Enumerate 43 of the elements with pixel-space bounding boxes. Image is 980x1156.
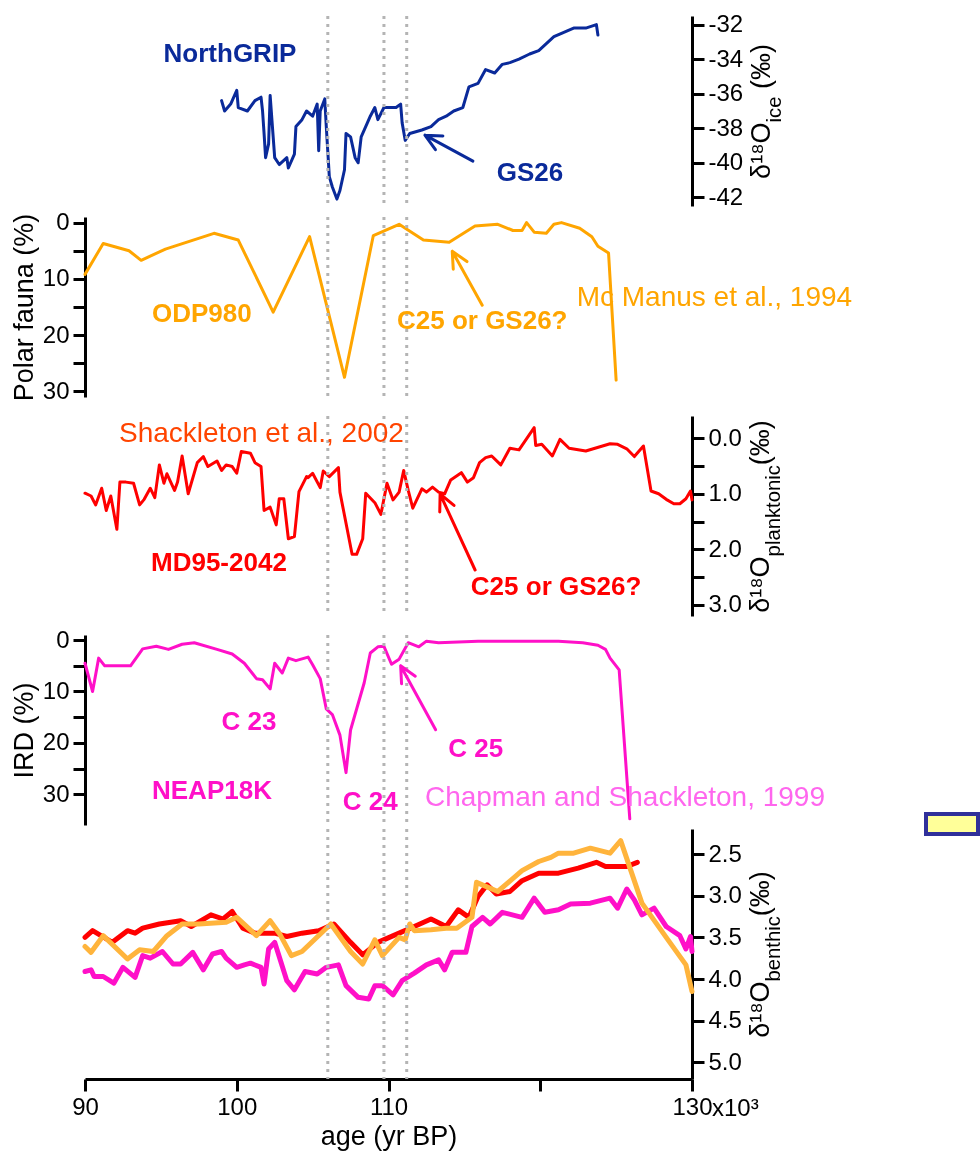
y2-tick-label: -34 bbox=[708, 44, 744, 72]
y2-tick-label: -38 bbox=[708, 113, 744, 141]
annotation: Shackleton et al., 2002 bbox=[118, 417, 404, 448]
y2-tick-label: -36 bbox=[708, 79, 744, 107]
y2-tick-label: -32 bbox=[708, 10, 744, 38]
x-tick-label: 90 bbox=[72, 1092, 99, 1120]
annotation: C 25 bbox=[448, 732, 504, 763]
y2-tick-label: 2.0 bbox=[708, 534, 742, 562]
text: NEAP18K bbox=[152, 775, 273, 806]
y2-tick-label: 0.0 bbox=[708, 423, 742, 451]
text: x10³ bbox=[712, 1094, 759, 1121]
y-tick-label: 20 bbox=[42, 320, 70, 348]
annotation: C 23 bbox=[221, 706, 277, 737]
x-tick-label: 100 bbox=[217, 1092, 258, 1120]
y-tick-label: 30 bbox=[42, 376, 70, 404]
series-label: ODP980 bbox=[152, 298, 252, 329]
annotation: GS26 bbox=[496, 157, 564, 188]
x-axis-title: age (yr BP) bbox=[320, 1120, 458, 1151]
y2-tick-label: 2.5 bbox=[708, 839, 742, 867]
y2-tick-label: 1.0 bbox=[708, 479, 742, 507]
y2-tick-label: 5.0 bbox=[708, 1047, 742, 1075]
y2-tick-label: 3.0 bbox=[708, 590, 742, 618]
y2-tick-label: -42 bbox=[708, 182, 744, 210]
annotation: C25 or GS26? bbox=[396, 305, 568, 336]
x-tick-label: 130 bbox=[672, 1092, 713, 1120]
y2-tick-label: 4.0 bbox=[708, 964, 742, 992]
y-tick-label: 10 bbox=[42, 676, 70, 704]
series-label: NorthGRIP bbox=[163, 37, 297, 68]
y-tick-label: 30 bbox=[42, 779, 70, 807]
annotation: C 24 bbox=[342, 786, 399, 817]
y-tick-label: 0 bbox=[56, 625, 70, 653]
y-tick-label: 20 bbox=[42, 728, 70, 756]
y-tick-label: 0 bbox=[56, 208, 70, 236]
y2-tick-label: -40 bbox=[708, 148, 744, 176]
y-tick-label: 10 bbox=[42, 264, 70, 292]
y2-tick-label: 3.0 bbox=[708, 881, 742, 909]
y2-tick-label: 4.5 bbox=[708, 1006, 742, 1034]
annotation: C25 or GS26? bbox=[470, 571, 642, 601]
y-axis-title: Polar fauna (%) bbox=[8, 213, 39, 402]
y-axis-title: IRD (%) bbox=[8, 682, 39, 779]
y2-tick-label: 3.5 bbox=[708, 922, 742, 950]
series-label: MD95-2042 bbox=[151, 547, 287, 578]
x-tick-label: 110 bbox=[369, 1092, 409, 1120]
